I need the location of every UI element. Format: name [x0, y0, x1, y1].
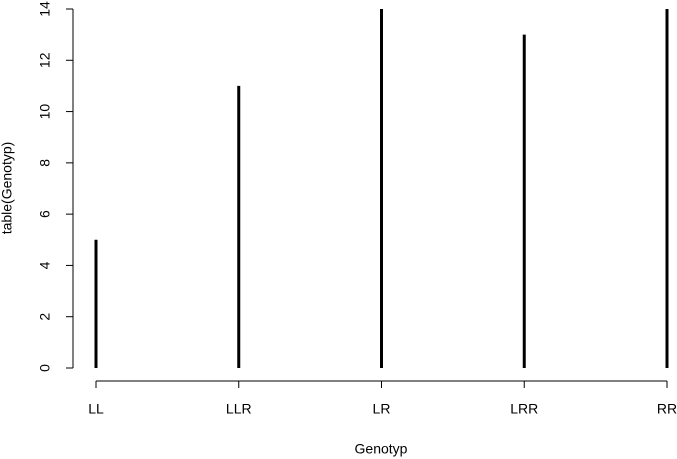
- y-tick-label: 4: [37, 261, 53, 269]
- x-tick-label: LR: [373, 401, 391, 417]
- y-tick-label: 0: [37, 364, 53, 372]
- y-tick-label: 2: [37, 313, 53, 321]
- y-tick-label: 6: [37, 210, 53, 218]
- x-tick-label: LL: [88, 401, 104, 417]
- y-tick-label: 12: [37, 52, 53, 68]
- x-axis-label: Genotyp: [355, 441, 408, 457]
- y-tick-label: 14: [37, 1, 53, 17]
- y-axis-label: table(Genotyp): [0, 142, 15, 235]
- x-tick-label: RR: [657, 401, 677, 417]
- y-tick-label: 8: [37, 159, 53, 167]
- x-tick-label: LRR: [510, 401, 538, 417]
- x-tick-label: LLR: [226, 401, 252, 417]
- y-tick-label: 10: [37, 104, 53, 120]
